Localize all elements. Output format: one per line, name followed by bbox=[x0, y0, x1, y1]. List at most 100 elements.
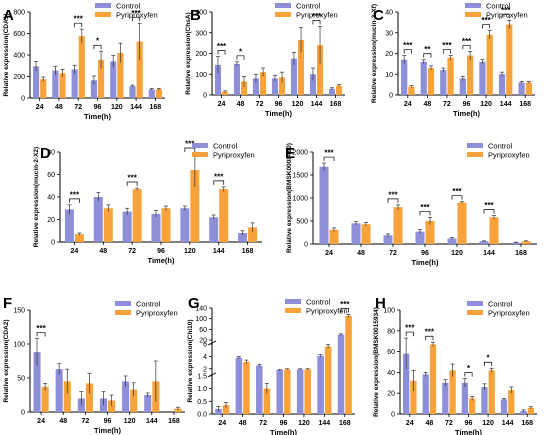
bar-control-96h bbox=[90, 80, 97, 98]
bar-control-120h bbox=[110, 61, 117, 98]
x-tick-label: 24 bbox=[325, 250, 333, 257]
bar-pyriproxyfen-144h bbox=[324, 346, 332, 414]
y-tick-label: 1.5 bbox=[197, 373, 207, 380]
legend-swatch-control bbox=[285, 299, 301, 304]
legend-label-pyriproxyfen: Pyriproxyfen bbox=[488, 309, 530, 318]
x-tick-label: 48 bbox=[425, 420, 433, 427]
x-tick-label: 144 bbox=[213, 248, 225, 255]
bar-control-96h bbox=[276, 369, 283, 414]
bar-control-48h bbox=[93, 197, 103, 242]
bar-pyriproxyfen-96h bbox=[469, 398, 476, 414]
significance-bracket bbox=[405, 331, 414, 337]
significance-label: *** bbox=[324, 149, 334, 158]
bar-control-96h bbox=[459, 78, 466, 95]
legend-label-control: Control bbox=[116, 2, 141, 11]
y-tick-label: 30 bbox=[385, 30, 393, 37]
x-tick-label: 120 bbox=[124, 418, 136, 425]
significance-bracket bbox=[403, 49, 412, 54]
x-tick-label: 144 bbox=[502, 420, 514, 427]
legend-label-pyriproxyfen: Pyriproxyfen bbox=[136, 309, 178, 318]
significance-label: *** bbox=[217, 42, 227, 51]
bar-control-48h bbox=[420, 61, 427, 95]
y-tick-label: 20 bbox=[47, 217, 55, 224]
y-axis-title: Relative expression(BMSK0015934) bbox=[373, 307, 380, 417]
significance-bracket bbox=[387, 198, 399, 203]
x-axis-title: Time(h) bbox=[84, 112, 111, 121]
significance-bracket bbox=[69, 198, 80, 203]
bar-control-24h bbox=[214, 64, 221, 95]
bar-control-144h bbox=[479, 241, 489, 244]
y-axis-title: Relative expression(mucin-2-Xf) bbox=[371, 4, 378, 103]
bar-pyriproxyfen-168h bbox=[521, 241, 531, 244]
bar-control-144h bbox=[209, 217, 219, 242]
x-tick-label: 24 bbox=[218, 420, 226, 427]
significance-bracket bbox=[340, 308, 349, 313]
significance-label: ** bbox=[424, 45, 431, 54]
x-tick-label: 144 bbox=[319, 420, 331, 427]
bar-control-168h bbox=[520, 410, 527, 414]
bar-control-120h bbox=[447, 238, 457, 244]
legend-label-pyriproxyfen: Pyriproxyfen bbox=[116, 11, 158, 20]
x-tick-label: 24 bbox=[218, 101, 226, 108]
y-tick-label: 60 bbox=[387, 349, 395, 356]
significance-label: *** bbox=[127, 174, 137, 183]
x-tick-label: 24 bbox=[71, 248, 79, 255]
bar-control-72h bbox=[440, 70, 447, 95]
x-tick-label: 144 bbox=[483, 250, 495, 257]
bar-control-168h bbox=[518, 82, 525, 95]
x-tick-label: 168 bbox=[330, 101, 342, 108]
significance-bracket bbox=[36, 332, 46, 337]
y-tick-label: 100 bbox=[13, 342, 25, 349]
x-tick-label: 168 bbox=[521, 420, 533, 427]
bar-pyriproxyfen-24h bbox=[222, 405, 230, 414]
y-tick-label: 500 bbox=[296, 219, 308, 226]
panel-letter: B bbox=[190, 7, 201, 24]
legend-label-pyriproxyfen: Pyriproxyfen bbox=[213, 151, 255, 160]
bar-control-24h bbox=[33, 352, 41, 412]
legend-label-pyriproxyfen: Pyriproxyfen bbox=[296, 11, 338, 20]
x-tick-label: 144 bbox=[146, 418, 158, 425]
x-axis-title: Time(h) bbox=[455, 428, 482, 435]
bar-control-48h bbox=[422, 374, 429, 414]
bar-pyriproxyfen-120h bbox=[130, 389, 138, 412]
bar-pyriproxyfen-72h bbox=[447, 57, 454, 95]
x-tick-label: 120 bbox=[184, 248, 196, 255]
significance-bracket bbox=[184, 147, 196, 152]
y-tick-label: 80 bbox=[47, 150, 55, 157]
x-tick-label: 96 bbox=[465, 420, 473, 427]
y-tick-label: 140 bbox=[195, 306, 207, 313]
significance-label: *** bbox=[420, 203, 430, 212]
bar-pyriproxyfen-168h bbox=[525, 82, 532, 95]
legend-swatch-pyriproxyfen bbox=[115, 310, 131, 315]
y-tick-label: 4 bbox=[203, 354, 207, 361]
bar-pyriproxyfen-168h bbox=[155, 89, 163, 98]
bar-pyriproxyfen-144h bbox=[219, 189, 229, 242]
significance-bracket bbox=[482, 24, 491, 29]
panel-letter: F bbox=[3, 295, 12, 312]
x-tick-label: 96 bbox=[280, 420, 288, 427]
y-tick-label: 0.0 bbox=[197, 412, 207, 419]
bar-pyriproxyfen-72h bbox=[260, 72, 267, 95]
legend-label-pyriproxyfen: Pyriproxyfen bbox=[306, 307, 348, 316]
x-tick-label: 96 bbox=[94, 104, 102, 111]
x-tick-label: 144 bbox=[130, 104, 142, 111]
x-tick-label: 24 bbox=[36, 104, 44, 111]
significance-label: * bbox=[239, 47, 243, 56]
significance-bracket bbox=[132, 16, 141, 22]
x-tick-label: 96 bbox=[104, 418, 112, 425]
bar-pyriproxyfen-24h bbox=[222, 91, 229, 95]
significance-label: *** bbox=[185, 140, 195, 149]
bar-pyriproxyfen-48h bbox=[103, 208, 113, 242]
y-axis-title: Relative expression(CDA2) bbox=[3, 319, 10, 402]
bar-pyriproxyfen-96h bbox=[108, 400, 116, 412]
y-tick-label: 200 bbox=[13, 74, 25, 81]
bar-control-72h bbox=[71, 69, 78, 98]
bar-pyriproxyfen-96h bbox=[467, 55, 474, 95]
bar-pyriproxyfen-72h bbox=[78, 36, 85, 98]
bar-pyriproxyfen-24h bbox=[410, 380, 417, 414]
x-tick-label: 120 bbox=[292, 101, 304, 108]
bar-control-120h bbox=[479, 61, 486, 95]
bar-control-72h bbox=[122, 211, 132, 242]
